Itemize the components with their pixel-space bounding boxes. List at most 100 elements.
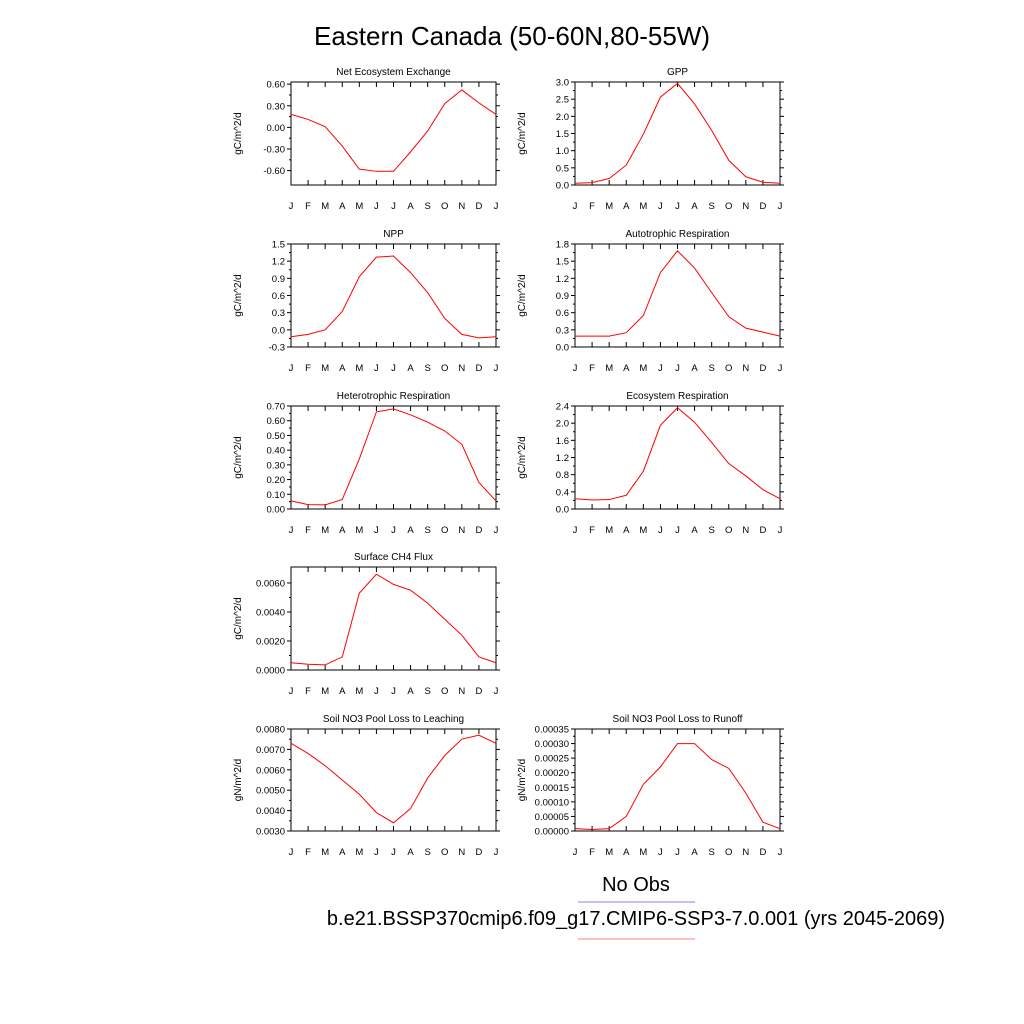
series-line — [575, 250, 781, 337]
x-tick-label: J — [675, 847, 680, 858]
x-tick-label: D — [475, 525, 482, 536]
x-tick-label: O — [725, 201, 732, 212]
x-tick-label: J — [778, 363, 783, 374]
x-tick-label: J — [391, 686, 396, 697]
x-tick-label: J — [573, 363, 578, 374]
x-tick-label: J — [778, 847, 783, 858]
x-tick-label: A — [407, 363, 414, 374]
x-tick-label: J — [289, 686, 294, 697]
y-tick-label: 0.20 — [267, 475, 286, 486]
x-tick-label: N — [742, 363, 749, 374]
plot-frame — [290, 81, 497, 186]
x-tick-label: N — [742, 525, 749, 536]
y-tick-label: 0.0050 — [256, 786, 285, 797]
y-tick-label: 1.2 — [556, 453, 569, 464]
y-axis-label: gC/m^2/d — [517, 274, 528, 317]
plot-frame — [290, 405, 497, 510]
x-tick-label: J — [289, 201, 294, 212]
x-tick-label: A — [691, 363, 698, 374]
legend-obs-label: No Obs — [602, 874, 670, 896]
plot-frame — [574, 81, 781, 186]
x-tick-label: F — [589, 847, 595, 858]
y-tick-label: 1.2 — [556, 274, 569, 285]
y-tick-label: 0.00035 — [535, 725, 569, 736]
x-tick-label: O — [725, 525, 732, 536]
x-tick-label: M — [321, 201, 329, 212]
x-tick-label: F — [305, 201, 311, 212]
x-tick-label: J — [494, 686, 499, 697]
y-tick-label: 2.5 — [556, 95, 569, 106]
x-tick-label: M — [355, 686, 363, 697]
x-tick-label: S — [424, 686, 430, 697]
x-tick-label: A — [407, 686, 414, 697]
panel-title: Heterotrophic Respiration — [337, 391, 450, 402]
x-tick-label: D — [759, 363, 766, 374]
plot-frame — [574, 405, 781, 510]
x-tick-label: J — [675, 363, 680, 374]
y-tick-label: 0.0060 — [256, 578, 285, 589]
x-tick-label: F — [589, 363, 595, 374]
x-tick-label: M — [605, 201, 613, 212]
x-tick-label: F — [305, 686, 311, 697]
x-tick-label: N — [458, 686, 465, 697]
x-tick-label: O — [441, 201, 448, 212]
y-axis-label: gN/m^2/d — [233, 759, 244, 802]
y-tick-label: 0.6 — [272, 291, 285, 302]
y-tick-label: 2.4 — [556, 402, 569, 413]
plot-frame — [290, 566, 497, 671]
x-tick-label: J — [374, 686, 379, 697]
y-tick-label: 1.2 — [272, 257, 285, 268]
y-tick-label: 0.00 — [267, 505, 286, 516]
x-tick-label: J — [289, 363, 294, 374]
panel-title: Surface CH4 Flux — [354, 552, 433, 563]
x-tick-label: J — [494, 363, 499, 374]
x-tick-label: S — [424, 201, 430, 212]
x-tick-label: N — [742, 847, 749, 858]
series-line — [290, 734, 497, 824]
y-tick-label: 0.00 — [267, 123, 286, 134]
x-tick-label: J — [391, 201, 396, 212]
x-tick-label: J — [494, 847, 499, 858]
x-tick-label: M — [605, 363, 613, 374]
x-tick-label: D — [475, 686, 482, 697]
x-tick-label: O — [441, 686, 448, 697]
x-tick-label: A — [339, 201, 346, 212]
y-tick-label: -0.3 — [269, 343, 285, 354]
x-tick-label: D — [475, 847, 482, 858]
x-tick-label: J — [658, 525, 663, 536]
x-tick-label: A — [407, 201, 414, 212]
x-tick-label: A — [407, 525, 414, 536]
x-tick-label: O — [725, 363, 732, 374]
x-tick-label: J — [374, 201, 379, 212]
x-tick-label: S — [708, 525, 714, 536]
y-axis-label: gN/m^2/d — [517, 759, 528, 802]
x-tick-label: S — [708, 363, 714, 374]
y-tick-label: 0.9 — [556, 291, 569, 302]
x-tick-label: M — [605, 847, 613, 858]
x-tick-label: M — [321, 847, 329, 858]
x-tick-label: N — [458, 847, 465, 858]
x-tick-label: J — [374, 847, 379, 858]
x-tick-label: S — [424, 363, 430, 374]
x-tick-label: O — [441, 363, 448, 374]
y-tick-label: -0.30 — [263, 144, 285, 155]
x-tick-label: M — [639, 525, 647, 536]
x-tick-label: F — [305, 525, 311, 536]
x-tick-label: J — [494, 201, 499, 212]
x-tick-label: J — [658, 847, 663, 858]
x-tick-label: J — [778, 201, 783, 212]
y-tick-label: 0.50 — [267, 431, 286, 442]
y-tick-label: 0.6 — [556, 308, 569, 319]
y-axis-label: gC/m^2/d — [233, 597, 244, 640]
panel-title: Net Ecosystem Exchange — [336, 67, 451, 78]
series-line — [290, 89, 497, 172]
y-axis-label: gC/m^2/d — [233, 112, 244, 155]
x-tick-label: J — [289, 847, 294, 858]
plot-frame — [574, 243, 781, 348]
y-axis-label: gC/m^2/d — [233, 274, 244, 317]
